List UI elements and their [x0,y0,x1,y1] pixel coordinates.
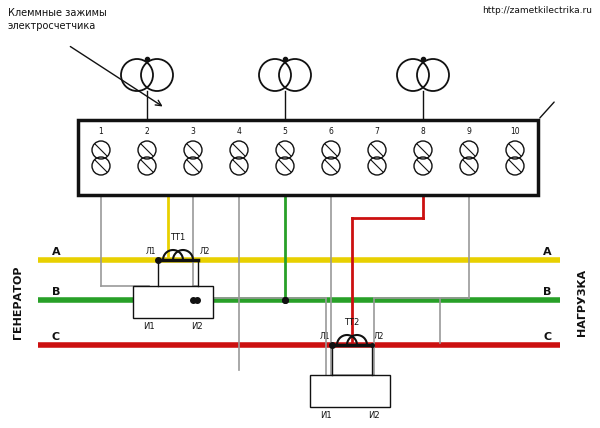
Text: Л1: Л1 [320,332,330,341]
Text: НАГРУЗКА: НАГРУЗКА [577,269,587,336]
Text: 10: 10 [510,127,520,136]
Text: Л1: Л1 [146,247,156,256]
Text: A: A [543,247,551,257]
Text: A: A [52,247,61,257]
Text: 8: 8 [421,127,425,136]
Text: И2: И2 [191,322,203,331]
Text: 4: 4 [236,127,241,136]
Text: ТТ1: ТТ1 [170,233,185,242]
Text: ГЕНЕРАТОР: ГЕНЕРАТОР [13,266,23,339]
Bar [310,375,390,407]
Text: 1: 1 [98,127,103,136]
Text: ТТ2: ТТ2 [344,318,359,327]
Text: B: B [543,287,551,297]
Text: 9: 9 [467,127,472,136]
Text: 2: 2 [145,127,149,136]
Text: Клеммные зажимы
электросчетчика: Клеммные зажимы электросчетчика [8,8,107,31]
Text: И2: И2 [368,411,380,420]
Text: 3: 3 [191,127,196,136]
Text: 7: 7 [374,127,379,136]
Text: Л2: Л2 [374,332,385,341]
Text: http://zametkilectrika.ru: http://zametkilectrika.ru [482,6,592,15]
Bar [133,286,213,318]
Text: И1: И1 [320,411,332,420]
Bar [78,120,538,195]
Text: C: C [543,332,551,342]
Text: B: B [52,287,61,297]
Text: C: C [52,332,60,342]
Text: Л2: Л2 [200,247,211,256]
Text: 6: 6 [329,127,334,136]
Text: И1: И1 [143,322,155,331]
Text: 5: 5 [283,127,287,136]
